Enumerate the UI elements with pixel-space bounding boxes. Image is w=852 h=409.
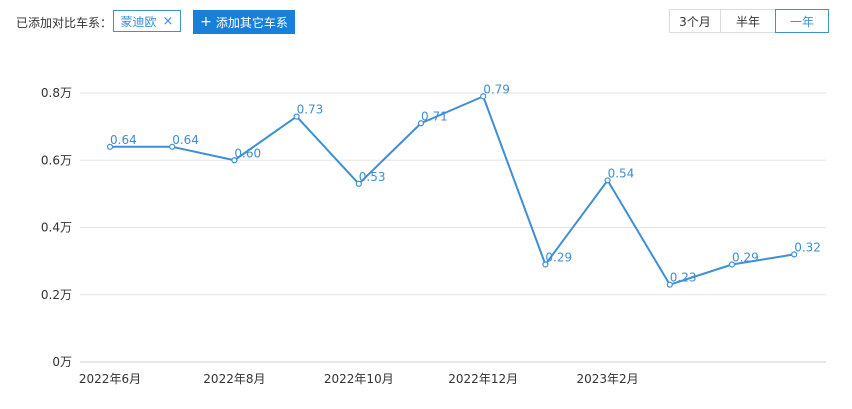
data-point	[542, 261, 549, 268]
line-chart: 0万 0.2万 0.4万 0.6万 0.8万 2022年6月 2022年8月 2022年10月…	[41, 82, 826, 386]
data-point	[417, 120, 425, 127]
data-point	[293, 113, 300, 120]
add-series-button[interactable]: + 添加其它车系	[193, 10, 295, 34]
series-tag[interactable]: 蒙迪欧 ×	[113, 10, 181, 32]
close-icon[interactable]: ×	[162, 13, 174, 29]
x-tick-label: 2022年6月	[79, 372, 141, 386]
data-point	[231, 157, 238, 164]
data-label: 0.64	[172, 133, 199, 147]
x-tick-label: 2022年12月	[448, 372, 518, 386]
plus-icon: +	[200, 14, 212, 30]
range-half-year[interactable]: 半年	[720, 9, 776, 33]
data-point	[169, 143, 176, 150]
x-tick-label: 2023年2月	[577, 372, 639, 386]
y-tick-label: 0万	[52, 355, 72, 369]
data-point	[480, 93, 487, 100]
data-point	[604, 177, 611, 184]
add-series-label: 添加其它车系	[215, 15, 288, 30]
y-tick-label: 0.8万	[41, 86, 72, 100]
data-point	[355, 180, 362, 187]
data-label: 0.79	[483, 82, 510, 96]
range-one-year[interactable]: 一年	[775, 9, 829, 33]
data-label: 0.73	[297, 103, 324, 117]
data-label: 0.54	[608, 166, 635, 180]
compare-label: 已添加对比车系：	[16, 16, 113, 30]
data-point	[791, 251, 798, 258]
data-label: 0.29	[545, 250, 572, 264]
y-tick-label: 0.6万	[41, 153, 72, 167]
data-point	[106, 143, 114, 150]
y-tick-label: 0.2万	[41, 288, 72, 302]
x-tick-label: 2022年8月	[203, 372, 265, 386]
range-3-months[interactable]: 3个月	[669, 9, 721, 33]
data-label: 0.32	[794, 240, 821, 254]
data-label: 0.71	[421, 109, 448, 123]
data-label: 0.60	[234, 146, 261, 160]
series-line	[110, 95, 795, 286]
chart-area: 0万 0.2万 0.4万 0.6万 0.8万 2022年6月 2022年8月 2022年10月…	[0, 44, 852, 409]
data-point	[666, 281, 673, 288]
x-tick-label: 2022年10月	[324, 372, 394, 386]
data-label: 0.53	[359, 170, 386, 184]
data-label: 0.23	[670, 271, 697, 285]
range-selector: 3个月 半年 一年	[669, 9, 829, 33]
data-label: 0.29	[732, 250, 759, 264]
toolbar: 已添加对比车系： 蒙迪欧 × + 添加其它车系 3个月 半年 一年	[0, 0, 852, 44]
data-label: 0.64	[110, 133, 137, 147]
y-tick-label: 0.4万	[41, 221, 72, 235]
data-point	[728, 261, 736, 268]
series-tag-label: 蒙迪欧	[120, 14, 157, 29]
